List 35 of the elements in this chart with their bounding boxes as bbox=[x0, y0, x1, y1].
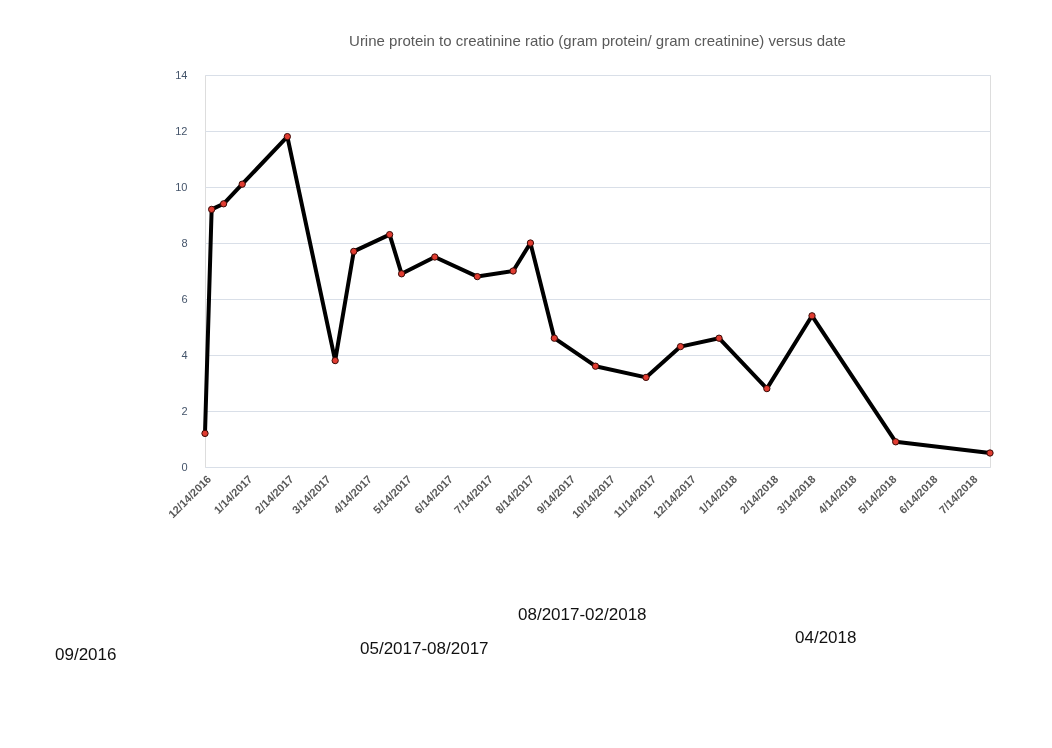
point bbox=[676, 342, 685, 351]
point bbox=[431, 253, 439, 261]
y-tick-label: 12 bbox=[175, 124, 188, 137]
point bbox=[763, 384, 771, 393]
y-tick-label: 14 bbox=[175, 68, 188, 81]
point bbox=[986, 449, 994, 457]
point bbox=[808, 312, 816, 320]
text: 08/2017-02/2018 bbox=[518, 605, 647, 624]
point bbox=[892, 438, 900, 446]
point bbox=[385, 230, 394, 239]
point bbox=[331, 356, 339, 365]
y-tick-label: 8 bbox=[181, 236, 188, 249]
point bbox=[201, 429, 209, 438]
point bbox=[550, 334, 558, 342]
point bbox=[473, 272, 481, 281]
text: 04/2018 bbox=[795, 628, 857, 647]
point bbox=[397, 270, 406, 278]
text: 09/2016 bbox=[55, 645, 117, 664]
point bbox=[207, 205, 216, 214]
point bbox=[642, 373, 650, 382]
y-tick-label: 4 bbox=[181, 348, 188, 361]
point bbox=[526, 239, 535, 247]
y-tick-label: 2 bbox=[181, 404, 188, 417]
chart-title: Urine protein to creatinine ratio (gram protein/ gram creatinine) versus date bbox=[349, 32, 846, 49]
point bbox=[350, 247, 358, 256]
text: 05/2017-08/2017 bbox=[360, 639, 489, 658]
point bbox=[283, 132, 292, 141]
y-tick-label: 6 bbox=[181, 292, 188, 305]
point bbox=[715, 334, 723, 342]
point bbox=[591, 362, 600, 370]
point bbox=[238, 180, 246, 188]
y-tick-label: 10 bbox=[175, 180, 188, 193]
y-tick-label: 0 bbox=[181, 460, 188, 473]
point bbox=[509, 267, 517, 275]
point bbox=[219, 200, 228, 208]
